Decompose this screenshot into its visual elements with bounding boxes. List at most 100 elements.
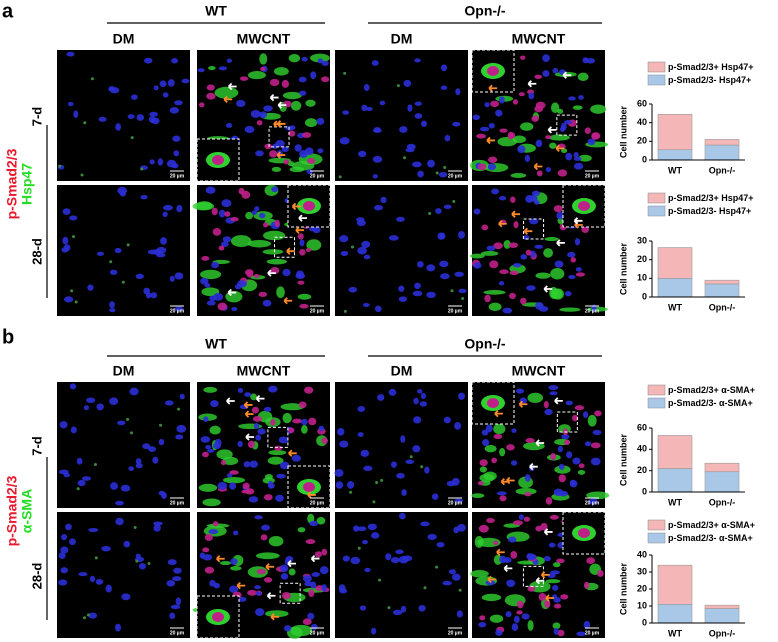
faint-signal	[177, 407, 181, 411]
nucleus	[516, 600, 524, 609]
green-signal	[550, 102, 560, 114]
nucleus	[339, 137, 350, 145]
nucleus	[305, 247, 312, 253]
nucleus	[169, 612, 176, 620]
nucleus	[573, 152, 579, 158]
nucleus	[259, 212, 266, 219]
bar-segment	[704, 604, 740, 609]
nucleus	[334, 469, 344, 477]
nucleus	[590, 442, 601, 449]
nucleus	[217, 302, 228, 311]
faint-signal	[58, 164, 62, 168]
arrow	[277, 101, 287, 109]
nucleus	[572, 457, 581, 465]
nucleus	[516, 610, 523, 615]
nucleus	[570, 257, 577, 263]
nucleus	[164, 400, 174, 406]
nucleus	[417, 389, 423, 394]
green-signal	[577, 469, 586, 475]
nucleus	[367, 523, 377, 531]
green-signal	[552, 562, 561, 568]
scale-bar-label: 20 µm	[170, 500, 185, 506]
arrow	[488, 84, 498, 92]
faint-signal	[387, 606, 391, 610]
nucleus	[564, 439, 570, 446]
nucleus	[403, 79, 412, 87]
scale-bar-label: 20 µm	[448, 308, 463, 314]
nucleus	[150, 292, 158, 299]
nucleus	[76, 457, 83, 465]
green-signal	[577, 72, 589, 81]
micrograph: 20 µm	[192, 512, 330, 639]
nucleus	[159, 80, 167, 88]
nucleus	[96, 403, 104, 411]
nucleus	[220, 241, 229, 247]
nucleus	[101, 545, 111, 552]
nucleus	[167, 559, 177, 566]
green-signal	[265, 610, 289, 618]
nucleus	[236, 99, 246, 108]
nucleus	[145, 292, 152, 299]
arrow	[265, 563, 275, 571]
green-signal	[557, 108, 564, 114]
nucleus	[127, 114, 135, 119]
arrow	[270, 613, 280, 621]
faint-signal	[126, 243, 130, 247]
nucleus	[299, 90, 307, 96]
green-signal	[560, 148, 568, 154]
scale-bar-label: 20 µm	[448, 173, 463, 179]
nucleus	[302, 618, 312, 626]
y-tick-label: 40	[637, 444, 647, 454]
nucleus	[391, 461, 397, 468]
arrow	[245, 433, 255, 441]
nucleus	[142, 443, 151, 450]
nucleus	[256, 120, 263, 126]
nucleus	[431, 493, 439, 500]
nucleus	[60, 546, 69, 554]
nucleus	[452, 573, 461, 581]
nucleus	[306, 169, 313, 175]
faint-signal	[82, 616, 86, 620]
nucleus	[206, 84, 215, 91]
faint-signal	[80, 173, 84, 177]
green-signal	[590, 104, 607, 114]
nucleus	[357, 526, 367, 532]
nucleus	[420, 120, 428, 128]
faint-signal	[129, 431, 133, 435]
nucleus	[120, 484, 131, 492]
nucleus	[385, 553, 392, 561]
nucleus	[109, 301, 115, 309]
green-signal	[304, 118, 318, 128]
nucleus	[558, 463, 565, 470]
micrograph-bg	[335, 185, 468, 316]
nucleus	[167, 79, 175, 87]
micrograph: 20 µm	[57, 50, 190, 181]
nucleus	[119, 190, 126, 197]
nucleus	[88, 612, 98, 619]
nucleus	[557, 445, 563, 453]
faint-signal	[423, 586, 427, 590]
nucleus	[379, 100, 386, 106]
nucleus	[260, 66, 266, 72]
nucleus	[527, 585, 536, 592]
nucleus	[342, 110, 350, 115]
nucleus	[218, 66, 227, 71]
roi	[556, 411, 578, 433]
legend-swatch	[647, 384, 666, 396]
green-signal	[549, 142, 557, 149]
nucleus	[211, 261, 219, 269]
arrow	[535, 577, 545, 585]
faint-signal	[343, 71, 347, 75]
nucleus	[212, 442, 221, 450]
nucleus	[171, 58, 179, 64]
nucleus	[496, 491, 507, 496]
nucleus	[200, 277, 209, 285]
nucleus	[255, 150, 264, 157]
arrow	[547, 126, 557, 134]
nucleus	[558, 490, 568, 497]
nucleus	[306, 158, 316, 165]
nucleus	[535, 139, 543, 148]
nucleus	[244, 392, 252, 397]
nucleus	[566, 451, 573, 459]
x-tick-label: WT	[668, 165, 682, 175]
